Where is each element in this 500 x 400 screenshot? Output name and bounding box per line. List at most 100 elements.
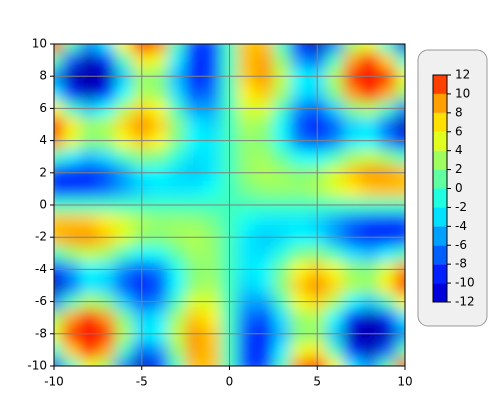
cell — [79, 276, 99, 295]
cell — [325, 341, 345, 359]
cell — [150, 115, 169, 134]
cell — [185, 115, 204, 134]
y-tick-label: -10 — [27, 359, 47, 373]
cell — [325, 244, 345, 262]
cell — [395, 180, 405, 198]
colorbar-band — [433, 131, 447, 151]
cell — [114, 244, 134, 262]
colorbar-band — [433, 75, 447, 94]
cell — [360, 180, 380, 198]
cell — [62, 276, 81, 295]
cell — [255, 309, 274, 327]
cell — [378, 51, 397, 69]
cell — [150, 309, 169, 327]
cell — [185, 44, 204, 53]
cell — [343, 44, 362, 53]
cell — [62, 357, 81, 366]
cell — [255, 115, 274, 134]
y-tick-label: -6 — [35, 294, 47, 308]
cell — [97, 244, 116, 262]
cell — [185, 51, 204, 69]
cell — [79, 244, 99, 262]
y-tick-label: 0 — [39, 198, 47, 212]
cell — [272, 180, 292, 198]
cell — [79, 357, 99, 366]
cell — [290, 115, 309, 134]
cell — [343, 357, 362, 366]
cell — [97, 357, 116, 366]
cell — [290, 83, 309, 101]
cell — [202, 51, 222, 69]
cell — [97, 44, 116, 53]
cell — [378, 115, 397, 134]
cell — [79, 341, 99, 359]
cell — [167, 341, 187, 359]
cell — [202, 309, 222, 327]
cell — [290, 341, 309, 359]
cell — [325, 180, 345, 198]
cell — [378, 276, 397, 295]
cell — [290, 276, 309, 295]
cell — [54, 309, 64, 327]
cell — [114, 309, 134, 327]
colorbar-band — [433, 264, 447, 284]
cell — [202, 276, 222, 295]
colorbar-label: -2 — [455, 200, 467, 214]
cell — [325, 148, 345, 166]
colorbar-frame — [432, 74, 448, 303]
cell — [54, 244, 64, 262]
cell — [395, 115, 405, 134]
colorbar-band — [433, 93, 447, 113]
cell — [185, 341, 204, 359]
cell — [360, 357, 380, 366]
y-tick-label: 6 — [39, 101, 47, 115]
cell — [79, 83, 99, 101]
cell — [360, 341, 380, 359]
cell — [62, 51, 81, 69]
cell — [62, 341, 81, 359]
cell — [79, 115, 99, 134]
cell — [272, 309, 292, 327]
cell — [395, 244, 405, 262]
cell — [202, 148, 222, 166]
cell — [202, 244, 222, 262]
colorbar-label: 2 — [455, 162, 463, 176]
y-tick-label: -4 — [35, 262, 47, 276]
cell — [54, 83, 64, 101]
cell — [343, 51, 362, 69]
cell — [343, 309, 362, 327]
cell — [202, 341, 222, 359]
cell — [150, 83, 169, 101]
cell — [290, 44, 309, 53]
x-tick-label: 5 — [313, 375, 321, 389]
cell — [237, 83, 257, 101]
cell — [325, 51, 345, 69]
cell — [114, 148, 134, 166]
cell — [325, 309, 345, 327]
cell — [167, 244, 187, 262]
cell — [237, 44, 257, 53]
y-tick-label: 4 — [39, 133, 47, 147]
cell — [360, 148, 380, 166]
cell — [54, 51, 64, 69]
colorbar-label: -8 — [455, 257, 467, 271]
cell — [255, 341, 274, 359]
cell — [202, 83, 222, 101]
cell — [395, 44, 405, 53]
cell — [167, 148, 187, 166]
cell — [255, 148, 274, 166]
cell — [97, 276, 116, 295]
colorbar-label: 10 — [455, 86, 470, 100]
cell — [325, 276, 345, 295]
cell — [255, 51, 274, 69]
cell — [395, 357, 405, 366]
cell — [202, 357, 222, 366]
cell — [114, 83, 134, 101]
cell — [378, 309, 397, 327]
cell — [290, 244, 309, 262]
cell — [150, 276, 169, 295]
colorbar-band — [433, 188, 447, 208]
cell — [290, 148, 309, 166]
cell — [185, 357, 204, 366]
cell — [395, 83, 405, 101]
